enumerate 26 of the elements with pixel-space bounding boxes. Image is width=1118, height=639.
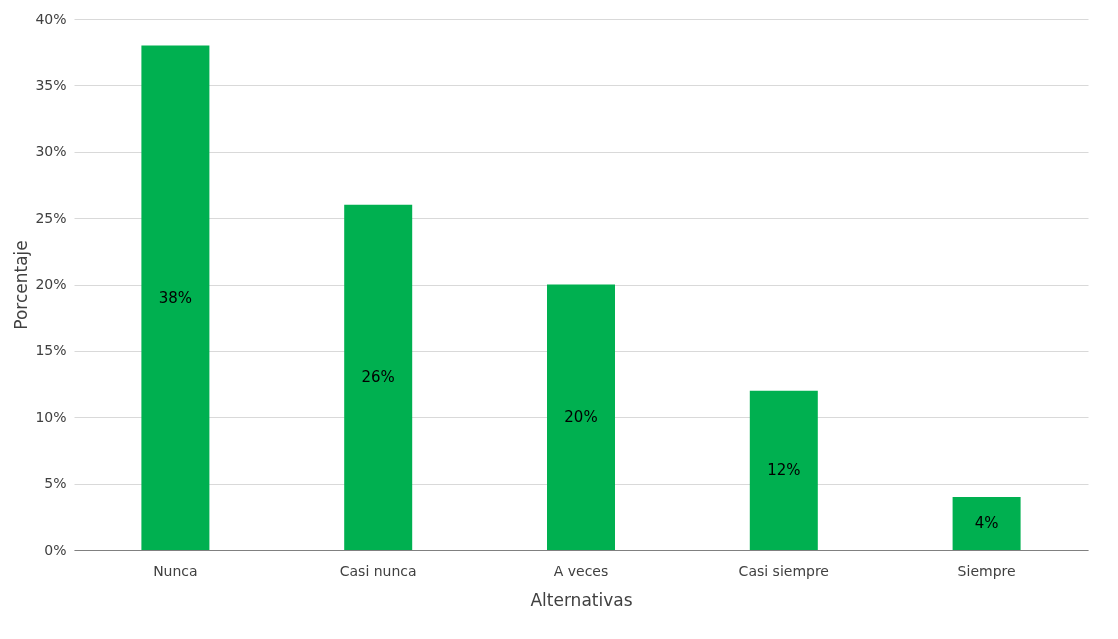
x-tick-label: Siempre [957, 562, 1016, 579]
bar [141, 45, 210, 550]
bar [547, 284, 615, 550]
x-tick-label: Casi siempre [738, 562, 829, 579]
data-label: 20% [564, 408, 598, 427]
y-tick-label: 35% [35, 76, 67, 93]
y-tick-label: 25% [35, 209, 67, 226]
bar [344, 204, 413, 550]
y-axis-title: Porcentaje [11, 240, 32, 330]
x-tick-label: Nunca [153, 562, 198, 579]
x-tick-label: Casi nunca [339, 562, 417, 579]
y-tick-label: 40% [35, 10, 67, 27]
x-tick-label: A veces [553, 562, 609, 579]
data-label: 26% [361, 368, 395, 387]
data-label: 38% [158, 288, 193, 307]
y-tick-label: 30% [35, 143, 67, 160]
x-axis-title: Alternativas [530, 589, 633, 610]
bar [749, 390, 818, 550]
y-tick-label: 20% [35, 276, 67, 292]
y-tick-label: 0% [44, 541, 67, 558]
bar [952, 496, 1021, 550]
y-tick-label: 5% [44, 475, 67, 492]
y-tick-label: 10% [35, 408, 67, 425]
y-tick-label: 15% [35, 342, 67, 359]
data-label: 4% [974, 514, 999, 533]
data-label: 12% [767, 461, 801, 480]
